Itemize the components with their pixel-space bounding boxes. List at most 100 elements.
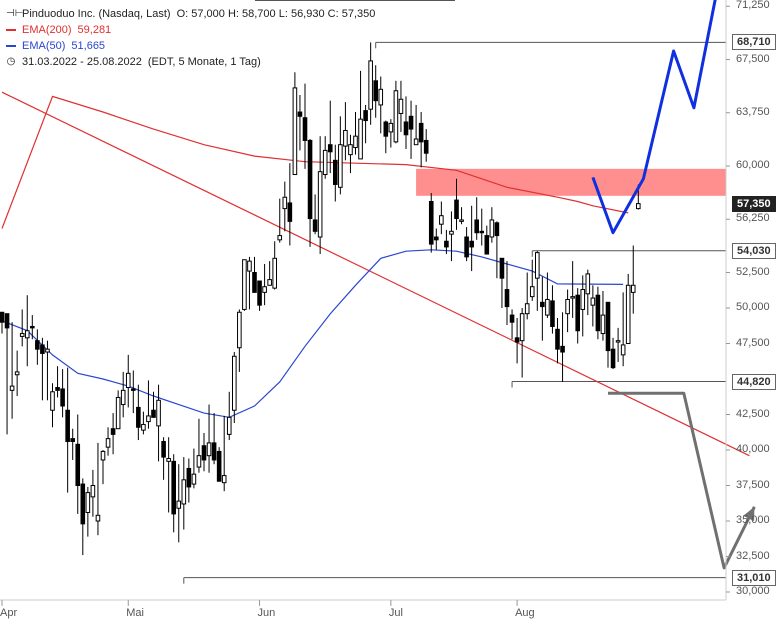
candle-body [206, 442, 212, 457]
candle-body [4, 313, 10, 329]
x-tick-label: Mai [126, 607, 144, 619]
candle-body [232, 355, 237, 411]
candle-body [327, 144, 333, 153]
candle-body [110, 428, 116, 435]
candle-body [464, 236, 469, 258]
candle-body [90, 485, 96, 498]
candle-body [272, 257, 277, 289]
candle-body [545, 298, 550, 316]
candle-body [141, 423, 146, 431]
candle-body [191, 473, 197, 485]
candle-body [560, 345, 565, 353]
candle-body [454, 199, 459, 220]
legend-title: Pinduoduo Inc. (Nasdaq, Last) [22, 8, 171, 20]
candle-body [70, 438, 76, 442]
candle-body [403, 121, 409, 136]
candles-layer [0, 42, 641, 556]
candle-body [35, 340, 40, 350]
candle-body [267, 279, 272, 286]
candle-body [176, 500, 182, 509]
candle-body [292, 87, 298, 176]
candle-body [131, 388, 136, 391]
candle-body [9, 385, 15, 391]
bullish-projection-arrow [591, 0, 717, 235]
candle-body [100, 450, 106, 461]
candle-body [282, 196, 288, 210]
x-tick-label: Jul [388, 607, 403, 619]
candle-body [181, 479, 187, 505]
y-tick-label: 40,000 [736, 443, 770, 455]
candle-body [489, 219, 495, 238]
candle-body [565, 298, 570, 315]
candle-body [444, 240, 449, 248]
x-tick-label: Apr [0, 607, 18, 619]
candle-body [610, 348, 616, 369]
candle-body [105, 438, 111, 448]
candle-body [580, 289, 586, 310]
candle-body [590, 297, 596, 306]
ema200-swatch [6, 29, 16, 31]
resistance-zone [416, 168, 726, 196]
candle-body [343, 130, 348, 147]
candle-body [595, 294, 601, 332]
y-tick-label: 47,500 [736, 336, 770, 349]
x-tick-label: Aug [515, 607, 535, 619]
y-tick-label: 32,500 [736, 549, 770, 562]
candle-body [50, 391, 55, 411]
candle-body [423, 139, 429, 154]
legend-ema50-value: 51,665 [71, 40, 106, 52]
candle-body [312, 219, 318, 232]
candle-body [418, 122, 424, 143]
candle-body [196, 455, 202, 468]
legend-ohlc: O: 57,000 H: 58,700 L: 56,930 C: 57,350 [176, 8, 376, 20]
candle-body [166, 458, 171, 462]
candle-body [216, 450, 222, 482]
legend-period-note: (EDT, 5 Monate, 1 Tag) [147, 56, 261, 68]
candle-body [504, 289, 510, 308]
candle-body [398, 98, 404, 114]
candle-body [287, 202, 293, 222]
candle-body [393, 90, 399, 143]
candle-body [636, 203, 641, 210]
candle-body [378, 88, 384, 106]
candle-body [459, 219, 464, 222]
candle-body [373, 80, 378, 102]
candle-body [307, 139, 313, 220]
candle-body [585, 273, 591, 295]
candle-body [494, 222, 500, 237]
candle-body [237, 311, 242, 349]
candle-body [156, 399, 161, 427]
x-tick-label: Jun [257, 607, 276, 619]
y-tick-label: 63,750 [736, 105, 770, 118]
candle-body [333, 159, 338, 185]
candle-body [226, 416, 232, 435]
candle-body [535, 252, 540, 279]
legend-title-row: ⊣⊢ Pinduoduo Inc. (Nasdaq, Last) O: 57,0… [6, 6, 375, 22]
candle-body [75, 443, 81, 487]
candle-body [55, 387, 60, 391]
candle-body [317, 171, 323, 238]
candle-body [161, 440, 166, 458]
candle-body [338, 144, 343, 188]
candle-body [509, 314, 515, 323]
chart-legend: ⊣⊢ Pinduoduo Inc. (Nasdaq, Last) O: 57,0… [6, 6, 375, 70]
candle-body [24, 330, 30, 339]
candle-body [60, 388, 65, 407]
candle-body [434, 236, 439, 241]
y-tick-label: 50,000 [736, 301, 770, 313]
candle-body [297, 111, 303, 117]
candle-body [600, 314, 606, 335]
y-tick-label: 60,000 [736, 159, 770, 171]
candle-body [428, 201, 434, 245]
candle-body [358, 118, 363, 160]
y-tick-label: 35,000 [736, 514, 770, 526]
candle-body [257, 280, 262, 306]
ema50-swatch [6, 45, 16, 47]
candle-body [247, 260, 252, 272]
candle-body [65, 409, 70, 442]
candle-body [353, 135, 358, 149]
legend-ema200-value: 59,281 [77, 24, 112, 36]
candle-body [570, 296, 575, 299]
candle-body [45, 348, 50, 353]
level-price-tag: 44,820 [732, 373, 776, 390]
